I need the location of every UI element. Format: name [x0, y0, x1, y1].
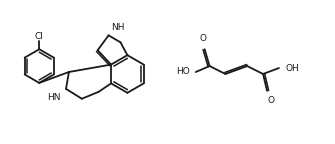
Text: HN: HN: [48, 93, 61, 102]
Text: O: O: [199, 34, 206, 43]
Text: HO: HO: [176, 68, 190, 76]
Text: Cl: Cl: [35, 32, 44, 41]
Text: OH: OH: [286, 64, 299, 73]
Text: NH: NH: [112, 23, 125, 32]
Text: O: O: [267, 96, 274, 105]
